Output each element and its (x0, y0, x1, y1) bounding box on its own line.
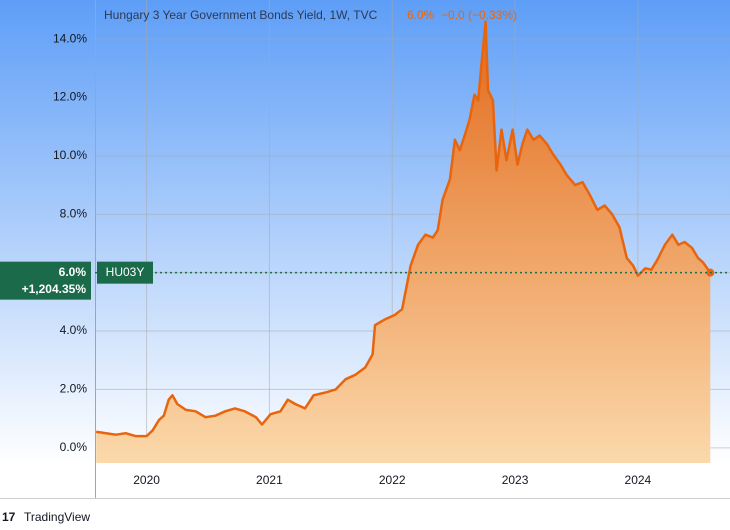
header: Hungary 3 Year Government Bonds Yield, 1… (104, 8, 517, 22)
line (96, 20, 712, 438)
area (96, 21, 711, 463)
y-tick-label: 8.0% (60, 206, 88, 220)
last-value: 6.0% (407, 8, 435, 22)
series-label: HU03Y (106, 265, 145, 279)
y-tick-label: 14.0% (53, 31, 87, 45)
x-tick-label: 2022 (379, 473, 406, 487)
brand-logo: 17 (2, 510, 16, 524)
total-change: +1,204.35% (22, 282, 87, 296)
change: −0.0 (−0.33%) (441, 8, 517, 22)
x-tick-label: 2023 (502, 473, 529, 487)
y-tick-label: 10.0% (53, 148, 87, 162)
price-label: 6.0% (59, 265, 87, 279)
plot (95, 0, 730, 463)
y-tick-label: 12.0% (53, 90, 87, 104)
x-tick-label: 2021 (256, 473, 283, 487)
brand: 17 TradingView (2, 510, 90, 524)
x-tick-label: 2024 (625, 473, 652, 487)
x-tick-label: 2020 (133, 473, 160, 487)
chart-title: Hungary 3 Year Government Bonds Yield, 1… (104, 8, 378, 22)
series-label-bg (97, 261, 153, 284)
y-tick-label: 2.0% (60, 382, 88, 396)
x-axis-strip (0, 463, 730, 499)
brand-name: TradingView (24, 510, 90, 524)
y-tick-label: 0.0% (60, 440, 88, 454)
y-tick-label: 4.0% (60, 323, 88, 337)
price-label-bg (0, 261, 91, 300)
